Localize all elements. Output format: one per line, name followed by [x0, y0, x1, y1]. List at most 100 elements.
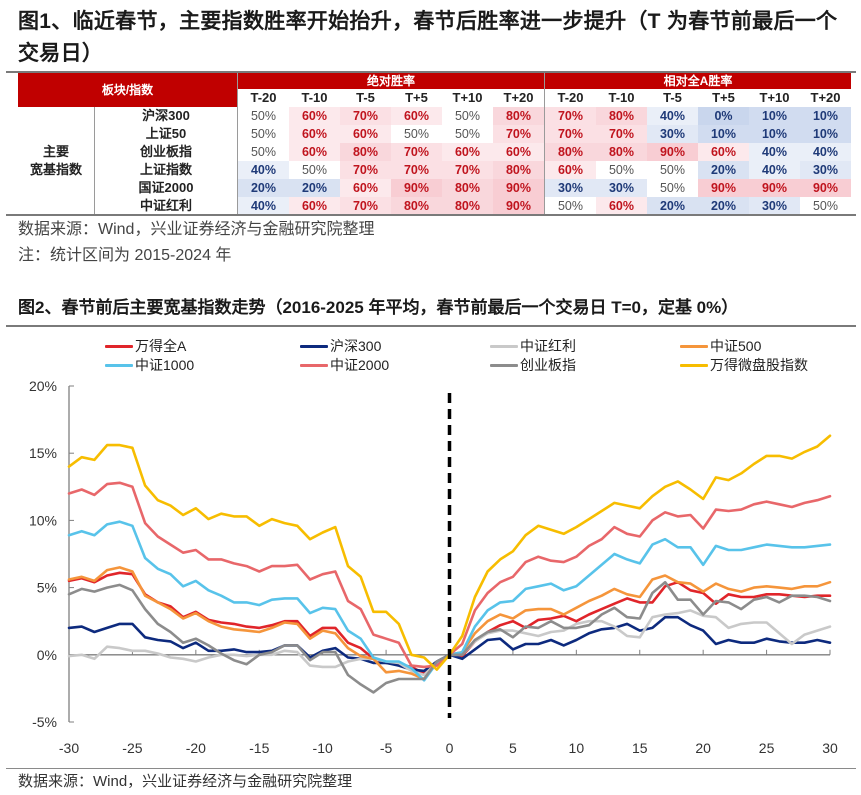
x-tick-label: -25: [122, 740, 142, 756]
rel-win-rate-cell: 50%: [800, 197, 851, 215]
rel-win-rate-cell: 50%: [596, 161, 647, 179]
rel-win-rate-cell: 50%: [544, 197, 596, 215]
x-tick-label: 30: [822, 740, 838, 756]
abs-win-rate-cell: 80%: [442, 179, 493, 197]
rel-win-rate-cell: 40%: [800, 143, 851, 161]
abs-win-rate-cell: 60%: [493, 143, 545, 161]
y-tick-label: 15%: [29, 445, 57, 461]
legend-swatch: [490, 344, 518, 348]
legend-swatch: [490, 363, 518, 367]
abs-win-rate-cell: 80%: [493, 107, 545, 125]
abs-win-rate-cell: 70%: [442, 161, 493, 179]
x-tick-label: -20: [186, 740, 206, 756]
subheader-row: T-20 T-10 T-5 T+5 T+10 T+20 T-20 T-10 T-5 T+5 T+10…: [18, 89, 851, 107]
rel-win-rate-cell: 0%: [698, 107, 749, 125]
abs-win-rate-cell: 20%: [237, 179, 289, 197]
y-tick-label: 10%: [29, 512, 57, 528]
abs-win-rate-cell: 50%: [442, 125, 493, 143]
abs-win-rate-cell: 60%: [289, 143, 340, 161]
figure1-source: 数据来源：Wind，兴业证券经济与金融研究院整理: [18, 221, 375, 238]
rel-win-rate-cell: 40%: [749, 143, 800, 161]
rel-win-rate-cell: 10%: [698, 125, 749, 143]
abs-win-rate-cell: 50%: [442, 107, 493, 125]
abs-win-rate-cell: 80%: [493, 161, 545, 179]
abs-win-rate-cell: 60%: [442, 143, 493, 161]
rel-win-rate-cell: 90%: [800, 179, 851, 197]
win-rate-table: 板块/指数 绝对胜率 相对全A胜率 T-20 T-10 T-5 T+5 T+10 T+20…: [18, 73, 851, 215]
legend-item: 中证红利: [490, 337, 576, 355]
legend-item: 万得全A: [105, 337, 186, 355]
rel-win-rate-cell: 90%: [749, 179, 800, 197]
legend-label: 中证红利: [520, 338, 576, 354]
index-name: 创业板指: [139, 144, 192, 159]
rel-win-rate-cell: 40%: [749, 161, 800, 179]
abs-win-rate-cell: 60%: [289, 125, 340, 143]
abs-win-rate-cell: 60%: [289, 197, 340, 215]
chart-legend: 万得全A 沪深300 中证红利 中证500 中证1000 中证2000 创业板指 万得微盘股指…: [0, 337, 861, 377]
legend-label: 沪深300: [330, 338, 382, 354]
rel-win-rate-cell: 60%: [698, 143, 749, 161]
rel-win-rate-cell: 90%: [698, 179, 749, 197]
rel-win-rate-cell: 90%: [647, 143, 698, 161]
figure1-top-rule: [6, 71, 856, 73]
abs-win-rate-cell: 60%: [340, 179, 391, 197]
x-tick-label: 20: [695, 740, 711, 756]
abs-win-rate-cell: 70%: [391, 161, 442, 179]
legend-label: 中证1000: [135, 357, 195, 373]
subheader-rel-tminus10: T-10: [596, 89, 647, 107]
x-tick-label: 0: [446, 740, 454, 756]
rel-win-rate-cell: 30%: [596, 179, 647, 197]
rel-win-rate-cell: 50%: [647, 179, 698, 197]
legend-item: 中证500: [680, 337, 761, 355]
rel-win-rate-cell: 80%: [596, 143, 647, 161]
abs-win-rate-cell: 90%: [493, 197, 545, 215]
legend-swatch: [680, 344, 708, 348]
x-tick-label: 25: [759, 740, 775, 756]
x-tick-label: 5: [509, 740, 517, 756]
abs-win-rate-cell: 70%: [340, 107, 391, 125]
figure2-title: 图2、春节前后主要宽基指数走势（2016-2025 年平均，春节前最后一个交易日…: [18, 298, 739, 317]
table-row: 主要 宽基指数 沪深300 50% 60% 70% 60% 50% 80% 70% 80% 40% 0%…: [18, 107, 851, 215]
abs-win-rate-cell: 50%: [237, 143, 289, 161]
rel-win-rate-cell: 70%: [544, 107, 596, 125]
x-tick-label: 10: [569, 740, 585, 756]
subheader-abs-tplus5: T+5: [391, 89, 442, 107]
x-tick-label: -10: [313, 740, 333, 756]
rel-win-rate-cell: 70%: [596, 125, 647, 143]
x-tick-label: -30: [59, 740, 79, 756]
line-chart: -5% 0% 5% 10% 15% 20% -30 -25 -20 -15 -10 -5 0 5 10 15 2…: [29, 378, 838, 756]
subheader-abs-tplus20: T+20: [493, 89, 545, 107]
x-tick-label: -5: [380, 740, 393, 756]
legend-item: 创业板指: [490, 356, 576, 374]
abs-win-rate-cell: 60%: [340, 125, 391, 143]
abs-win-rate-cell: 70%: [340, 197, 391, 215]
legend-swatch: [680, 363, 708, 367]
abs-win-rate-cell: 60%: [289, 107, 340, 125]
rel-win-rate-cell: 30%: [544, 179, 596, 197]
header-relative-win-rate: 相对全A胜率: [544, 73, 851, 89]
rel-win-rate-cell: 20%: [698, 197, 749, 215]
figure1-note: 注：统计区间为 2015-2024 年: [18, 247, 232, 264]
legend-swatch: [105, 363, 133, 367]
legend-swatch: [300, 363, 328, 367]
abs-win-rate-cell: 80%: [442, 197, 493, 215]
legend-label: 万得微盘股指数: [710, 357, 808, 373]
legend-item: 沪深300: [300, 337, 381, 355]
y-tick-label: 5%: [37, 580, 57, 596]
abs-win-rate-cell: 40%: [237, 161, 289, 179]
abs-win-rate-cell: 50%: [391, 125, 442, 143]
figure1-title: 图1、临近春节，主要指数胜率开始抬升，春节后胜率进一步提升（T 为春节前最后一个…: [18, 10, 838, 65]
subheader-abs-tplus10: T+10: [442, 89, 493, 107]
abs-win-rate-cell: 80%: [340, 143, 391, 161]
abs-win-rate-cell: 70%: [493, 125, 545, 143]
abs-win-rate-cell: 50%: [289, 161, 340, 179]
legend-swatch: [300, 344, 328, 348]
legend-label: 中证2000: [330, 357, 390, 373]
legend-label: 中证500: [710, 338, 762, 354]
index-name: 上证50: [145, 126, 187, 141]
subheader-abs-tminus5: T-5: [340, 89, 391, 107]
subheader-rel-tminus20: T-20: [544, 89, 596, 107]
subheader-abs-tminus10: T-10: [289, 89, 340, 107]
rel-win-rate-cell: 60%: [544, 161, 596, 179]
x-tick-label: -15: [249, 740, 269, 756]
